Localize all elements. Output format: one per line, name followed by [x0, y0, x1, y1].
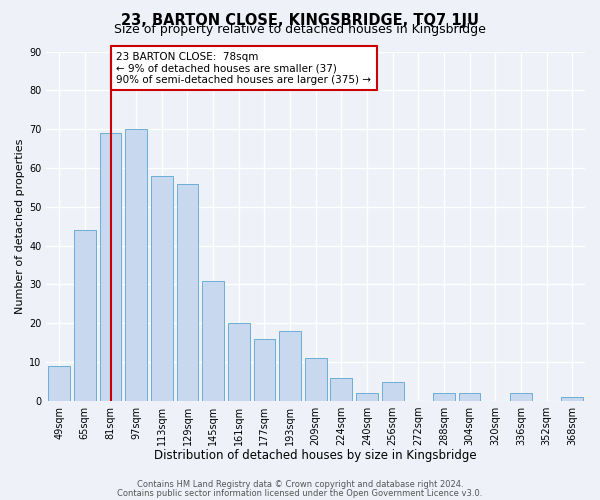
Bar	[561, 397, 583, 401]
Bar	[382, 382, 404, 401]
Bar	[433, 393, 455, 401]
Bar	[510, 393, 532, 401]
Bar	[331, 378, 352, 401]
Bar	[74, 230, 96, 401]
Text: Contains public sector information licensed under the Open Government Licence v3: Contains public sector information licen…	[118, 488, 482, 498]
Bar	[279, 331, 301, 401]
Text: 23 BARTON CLOSE:  78sqm
← 9% of detached houses are smaller (37)
90% of semi-det: 23 BARTON CLOSE: 78sqm ← 9% of detached …	[116, 52, 371, 84]
Bar	[305, 358, 326, 401]
Text: 23, BARTON CLOSE, KINGSBRIDGE, TQ7 1JU: 23, BARTON CLOSE, KINGSBRIDGE, TQ7 1JU	[121, 12, 479, 28]
Bar	[202, 280, 224, 401]
Bar	[125, 129, 147, 401]
Bar	[458, 393, 481, 401]
Bar	[176, 184, 199, 401]
Bar	[356, 393, 378, 401]
Bar	[151, 176, 173, 401]
X-axis label: Distribution of detached houses by size in Kingsbridge: Distribution of detached houses by size …	[154, 450, 477, 462]
Bar	[49, 366, 70, 401]
Bar	[100, 133, 121, 401]
Bar	[228, 324, 250, 401]
Bar	[254, 339, 275, 401]
Text: Contains HM Land Registry data © Crown copyright and database right 2024.: Contains HM Land Registry data © Crown c…	[137, 480, 463, 489]
Y-axis label: Number of detached properties: Number of detached properties	[15, 138, 25, 314]
Text: Size of property relative to detached houses in Kingsbridge: Size of property relative to detached ho…	[114, 22, 486, 36]
